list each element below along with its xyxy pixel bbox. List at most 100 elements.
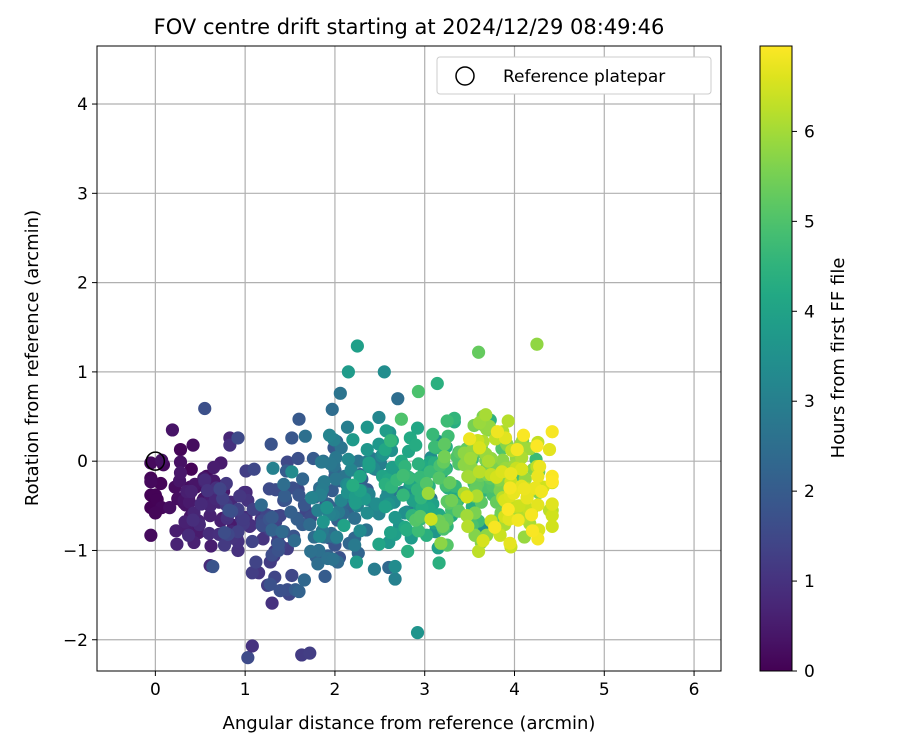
data-point: [504, 467, 518, 481]
y-tick-label: 0: [77, 452, 88, 472]
x-tick-label: 6: [689, 680, 700, 700]
data-point: [481, 454, 496, 468]
data-point: [463, 432, 477, 446]
data-point: [432, 471, 446, 485]
data-point: [388, 559, 402, 574]
data-point: [186, 513, 200, 527]
data-point: [155, 453, 169, 467]
data-point: [360, 420, 374, 434]
data-point: [292, 488, 306, 502]
data-point: [348, 511, 362, 525]
data-point: [206, 559, 220, 574]
data-point: [291, 451, 305, 466]
data-point: [292, 412, 306, 426]
data-point: [173, 442, 188, 457]
data-point: [337, 518, 351, 533]
data-point: [265, 510, 279, 525]
data-point: [437, 450, 452, 464]
data-point: [545, 425, 559, 439]
data-point: [266, 461, 280, 475]
data-point: [463, 470, 477, 484]
data-point: [410, 626, 425, 640]
data-point: [377, 365, 391, 379]
data-point: [353, 469, 367, 483]
data-point: [346, 478, 360, 492]
data-point: [471, 345, 486, 359]
data-point: [515, 462, 529, 476]
data-point: [445, 493, 459, 508]
data-point: [388, 572, 402, 586]
data-point: [186, 438, 200, 452]
data-point: [436, 519, 450, 533]
data-point: [311, 557, 325, 571]
data-point: [325, 402, 339, 416]
data-point: [460, 490, 474, 504]
y-tick-label: 3: [77, 184, 88, 204]
axis-ticks: 0 1 2 3 4 5 6 −2 −1 0 1 2 3 4: [63, 95, 700, 700]
data-point: [400, 523, 414, 537]
data-point: [531, 498, 545, 512]
data-point: [411, 524, 426, 538]
y-tick-label: 2: [77, 274, 88, 294]
data-point: [322, 428, 337, 442]
x-tick-label: 4: [509, 680, 520, 700]
legend: Reference platepar: [436, 56, 712, 95]
plot-area: [96, 45, 722, 672]
data-point: [348, 538, 362, 552]
data-point: [410, 421, 425, 435]
y-tick-label: −1: [63, 541, 88, 561]
reference-layer: [145, 451, 166, 471]
data-point: [198, 473, 212, 487]
data-point: [503, 481, 517, 495]
data-point: [463, 451, 478, 466]
data-point: [313, 529, 327, 543]
data-point: [296, 472, 310, 486]
colorbar-tick-label: 5: [804, 212, 815, 232]
data-point: [421, 486, 435, 500]
data-point: [443, 476, 457, 490]
grid: [97, 46, 721, 671]
y-tick-label: 1: [77, 363, 88, 383]
data-point: [184, 484, 198, 499]
data-point: [348, 496, 363, 510]
data-point: [379, 424, 393, 438]
data-point: [479, 408, 493, 422]
data-point: [182, 495, 197, 509]
data-point: [545, 519, 559, 533]
colorbar-tick-label: 6: [804, 122, 815, 142]
data-point: [516, 428, 531, 442]
data-point: [360, 506, 374, 520]
data-point: [396, 468, 410, 483]
data-point: [353, 524, 367, 538]
data-point: [530, 337, 544, 351]
data-point: [254, 498, 268, 512]
data-point: [372, 537, 386, 551]
data-point: [265, 596, 279, 610]
data-point: [378, 500, 392, 514]
data-point: [213, 482, 227, 496]
data-point: [490, 425, 505, 439]
data-point: [531, 469, 545, 483]
data-point: [320, 501, 334, 515]
colorbar-tick-label: 2: [804, 482, 815, 502]
data-point: [245, 639, 259, 653]
data-point: [471, 544, 486, 558]
data-point: [263, 577, 277, 591]
x-axis-label: Angular distance from reference (arcmin): [223, 713, 596, 734]
data-point: [278, 489, 292, 503]
data-point: [340, 420, 355, 434]
data-point: [330, 530, 344, 544]
y-axis-label: Rotation from reference (arcmin): [22, 210, 43, 506]
data-point: [394, 412, 408, 426]
data-point: [256, 532, 270, 546]
data-point: [362, 456, 376, 470]
data-point: [326, 552, 340, 566]
data-point: [271, 537, 285, 551]
x-tick-label: 1: [240, 680, 251, 700]
data-point: [245, 534, 259, 549]
data-point: [383, 434, 398, 448]
data-points: [144, 337, 559, 665]
data-point: [217, 538, 232, 552]
data-point: [144, 475, 158, 489]
data-point: [510, 442, 524, 457]
